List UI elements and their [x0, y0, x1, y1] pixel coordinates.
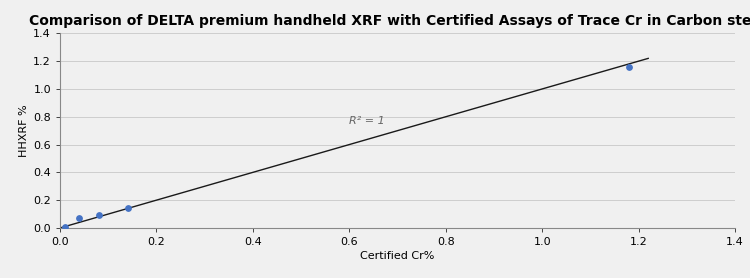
Point	[122, 206, 134, 211]
X-axis label: Certified Cr%: Certified Cr%	[360, 251, 435, 261]
Point	[58, 224, 70, 229]
Text: R² = 1: R² = 1	[350, 116, 385, 126]
Point	[92, 213, 104, 218]
Y-axis label: HHXRF %: HHXRF %	[19, 104, 29, 157]
Title: Comparison of DELTA premium handheld XRF with Certified Assays of Trace Cr in Ca: Comparison of DELTA premium handheld XRF…	[29, 14, 750, 28]
Point	[623, 64, 635, 69]
Point	[74, 216, 86, 220]
